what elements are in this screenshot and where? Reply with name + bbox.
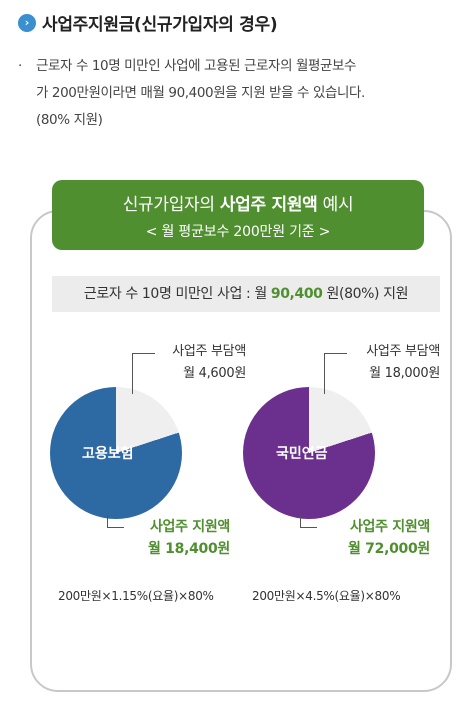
example-banner: 신규가입자의 사업주 지원액 예시 < 월 평균보수 200만원 기준 > [52, 180, 424, 250]
burden-label-right: 사업주 부담액 월 18,000원 [310, 341, 440, 385]
section-heading: › 사업주지원금(신규가입자의 경우) [18, 10, 278, 35]
summary-suffix: 원(80%) 지원 [322, 286, 409, 302]
support-label-right: 사업주 지원액 월 72,000원 [292, 516, 430, 560]
description-line-2: 가 200만원이라면 매월 90,400원을 지원 받을 수 있습니다. [36, 85, 365, 101]
pie-label-pension: 국민연금 [276, 446, 328, 462]
description: · 근로자 수 10명 미만인 사업에 고용된 근로자의 월평균보수 가 200… [18, 53, 468, 134]
leader-line [132, 353, 155, 394]
leader-line [300, 515, 317, 528]
support-title-right: 사업주 지원액 [349, 519, 430, 535]
burden-value-left: 월 4,600원 [183, 366, 246, 381]
burden-title-left: 사업주 부담액 [172, 344, 246, 359]
summary-prefix: 근로자 수 10명 미만인 사업 : 월 [83, 286, 271, 302]
pie-national-pension [243, 387, 375, 519]
banner-title: 신규가입자의 사업주 지원액 예시 [52, 190, 424, 215]
section-title: 사업주지원금(신규가입자의 경우) [42, 15, 278, 35]
leader-line [324, 353, 347, 394]
banner-subtitle: < 월 평균보수 200만원 기준 > [145, 224, 331, 240]
bullet-icon: · [18, 58, 22, 74]
support-title-left: 사업주 지원액 [149, 519, 230, 535]
banner-title-prefix: 신규가입자의 [122, 195, 220, 215]
formula-left: 200만원×1.15%(요율)×80% [58, 589, 214, 603]
burden-label-left: 사업주 부담액 월 4,600원 [118, 341, 246, 385]
pie-employment-insurance [50, 387, 182, 519]
description-line-1: 근로자 수 10명 미만인 사업에 고용된 근로자의 월평균보수 [36, 58, 357, 74]
description-line-3: (80% 지원) [36, 112, 103, 128]
banner-title-suffix: 예시 [317, 195, 354, 215]
support-value-right: 월 72,000원 [348, 541, 430, 557]
summary-amount: 90,400 [270, 286, 323, 302]
leader-line [107, 515, 124, 528]
summary-bar: 근로자 수 10명 미만인 사업 : 월 90,400 원(80%) 지원 [52, 276, 440, 312]
burden-title-right: 사업주 부담액 [366, 344, 440, 359]
formula-right: 200만원×4.5%(요율)×80% [252, 589, 401, 603]
pie-label-employment: 고용보험 [82, 446, 134, 462]
support-label-left: 사업주 지원액 월 18,400원 [100, 516, 230, 560]
burden-value-right: 월 18,000원 [369, 366, 440, 381]
banner-title-bold: 사업주 지원액 [219, 195, 318, 215]
chevron-right-icon: › [18, 13, 36, 32]
support-value-left: 월 18,400원 [148, 541, 230, 557]
